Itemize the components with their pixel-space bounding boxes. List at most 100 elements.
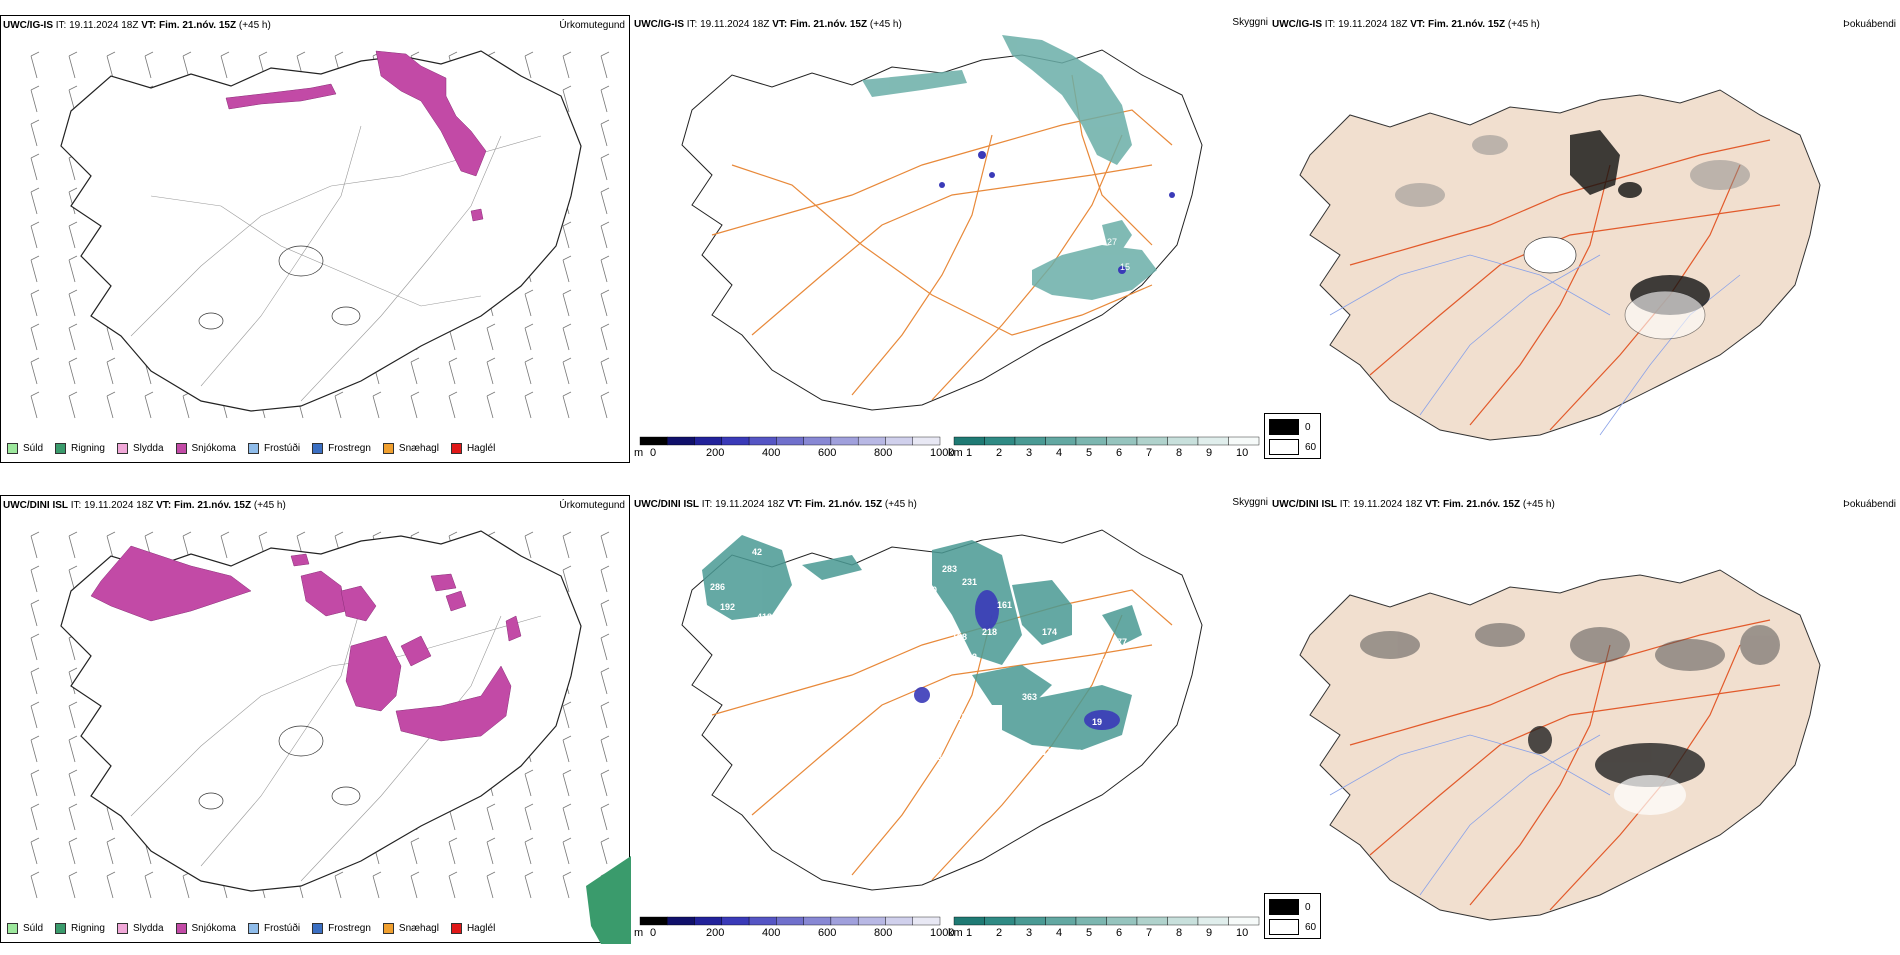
- wind-barb: [144, 391, 154, 419]
- wind-barb: [600, 85, 610, 113]
- scale-bars-bottom: [639, 916, 1260, 926]
- legend-swatch: [55, 443, 67, 454]
- panel-title: Skyggni: [1232, 497, 1268, 508]
- wind-barb: [562, 531, 572, 559]
- wind-barb: [106, 531, 116, 559]
- wind-barb: [30, 187, 40, 215]
- legend-swatch: [116, 443, 128, 454]
- wind-barb: [562, 85, 572, 113]
- wind-barb: [600, 289, 610, 317]
- wind-barb: [106, 837, 116, 865]
- legend-label: Frostregn: [328, 443, 371, 454]
- visibility-tick-label: 8: [1176, 447, 1183, 459]
- wind-barb: [106, 357, 116, 385]
- wind-barb: [30, 153, 40, 181]
- height-scale-cell: [776, 916, 804, 926]
- wind-barb: [600, 255, 610, 283]
- visibility-scale-cell: [1106, 436, 1138, 446]
- wind-barb: [182, 531, 192, 559]
- wind-barb: [30, 599, 40, 627]
- wind-barb: [600, 391, 610, 419]
- legend-swatch: [7, 923, 18, 934]
- scale-bars-top: [639, 436, 1260, 446]
- wind-barb: [30, 633, 40, 661]
- legend-label: Frostregn: [328, 923, 371, 934]
- vis-label: 148: [907, 617, 922, 627]
- wind-barb: [562, 255, 572, 283]
- wind-barb: [30, 221, 40, 249]
- wind-barb: [600, 769, 610, 797]
- vis-label: 198: [952, 632, 967, 642]
- legend-label: Frostúði: [263, 923, 301, 934]
- wind-barb: [524, 323, 534, 351]
- legend-label: Snæhagl: [398, 443, 439, 454]
- precip-map-bottom: [30, 530, 631, 944]
- legend-label: Slydda: [132, 443, 164, 454]
- panel-title: Þokuábendi: [1843, 499, 1896, 510]
- height-tick-label: 600: [818, 447, 837, 459]
- vis-label: 123: [900, 582, 915, 592]
- visibility-tick-label: 10: [1236, 927, 1249, 939]
- wind-barb: [30, 119, 40, 147]
- fog-legend-bottom: 0 60: [1264, 893, 1321, 939]
- fog-map-bottom: [1299, 569, 1821, 921]
- height-tick-label: 800: [874, 447, 893, 459]
- height-scale-cell: [830, 436, 859, 446]
- wind-barb: [68, 187, 78, 215]
- wind-barb: [600, 187, 610, 215]
- visibility-scale-cell: [1136, 916, 1168, 926]
- legend-label: Rigning: [71, 923, 105, 934]
- legend-item: Frostúði: [247, 923, 301, 934]
- wind-barb: [486, 837, 496, 865]
- legend-label: Haglél: [466, 923, 496, 934]
- vis-label: 283: [942, 564, 957, 574]
- wind-barb: [524, 769, 534, 797]
- wind-barb: [30, 391, 40, 419]
- visibility-tick-label: 4: [1056, 927, 1063, 939]
- legend-swatch: [247, 923, 259, 934]
- wind-barb: [562, 289, 572, 317]
- visibility-tick-label: 1: [966, 447, 973, 459]
- wind-barb: [68, 255, 78, 283]
- wind-barb: [68, 701, 78, 729]
- visibility-scale-cell: [1075, 916, 1107, 926]
- visibility-tick-label: 5: [1086, 447, 1093, 459]
- legend-swatch: [382, 443, 394, 454]
- wind-barb: [182, 391, 192, 419]
- visibility-tick-label: 3: [1026, 447, 1033, 459]
- vis-label: 125: [1102, 657, 1117, 667]
- legend-swatch: [175, 443, 187, 454]
- height-scale-cell: [694, 916, 723, 926]
- visibility-scale-cell: [1167, 916, 1199, 926]
- height-scale-cell: [748, 916, 777, 926]
- vis-label: 127: [922, 727, 937, 737]
- vis-label: 169: [1000, 750, 1015, 760]
- wind-barb: [30, 85, 40, 113]
- legend-label: Súld: [23, 443, 44, 454]
- wind-barb: [562, 803, 572, 831]
- vis-label: 192: [720, 602, 735, 612]
- wind-barb: [486, 871, 496, 899]
- panel-header: UWC/DINI ISL IT: 19.11.2024 18Z VT: Fim.…: [1272, 499, 1555, 510]
- legend-label: Snæhagl: [398, 923, 439, 934]
- legend-item: Snjókoma: [175, 923, 236, 934]
- legend-item: Frostregn: [312, 443, 371, 454]
- vis-label: 175: [1042, 747, 1057, 757]
- visibility-scale-cell: [1228, 916, 1260, 926]
- legend-item: Súld: [7, 443, 43, 454]
- panel-title: Úrkomutegund: [559, 500, 625, 511]
- height-tick-label: 600: [818, 927, 837, 939]
- height-scale-cell: [667, 436, 695, 446]
- height-scale-labels: m 0 200 400 600 800 1000: [632, 927, 954, 941]
- wind-barb: [106, 391, 116, 419]
- wind-barb: [600, 735, 610, 763]
- visibility-scale-cell: [953, 436, 985, 446]
- height-tick-label: 1000: [930, 927, 955, 939]
- height-scale-cell: [912, 436, 941, 446]
- panel-title: Þokuábendi: [1843, 19, 1896, 30]
- wind-barb: [600, 51, 610, 79]
- wind-barb: [68, 837, 78, 865]
- vis-label: 160: [922, 585, 937, 595]
- wind-barb: [30, 51, 40, 79]
- legend-label: Frostúði: [263, 443, 301, 454]
